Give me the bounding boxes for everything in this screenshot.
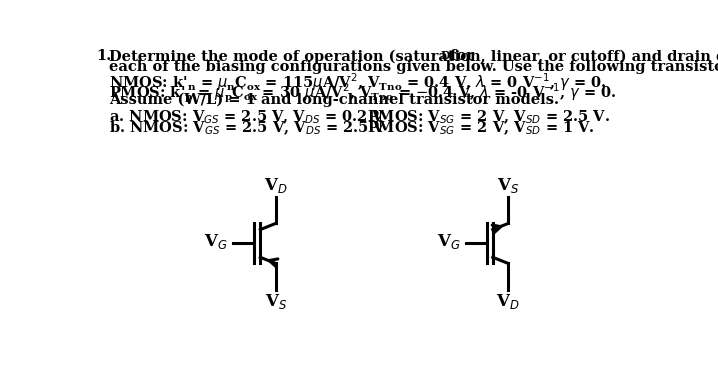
Text: each of the biasing configurations given below. Use the following transistor dat: each of the biasing configurations given… <box>109 60 718 74</box>
Text: a. NMOS: V$_{GS}$ = 2.5 V, V$_{DS}$ = 0.2 V: a. NMOS: V$_{GS}$ = 2.5 V, V$_{DS}$ = 0.… <box>109 108 386 125</box>
Text: V$_D$: V$_D$ <box>496 292 520 311</box>
Text: V$_D$: V$_D$ <box>264 176 287 195</box>
Text: PMOS: V$_{SG}$ = 2 V, V$_{SD}$ = 1 V.: PMOS: V$_{SG}$ = 2 V, V$_{SD}$ = 1 V. <box>367 120 595 137</box>
Text: D: D <box>440 50 449 61</box>
Text: 1.: 1. <box>96 49 111 63</box>
Text: for: for <box>445 49 475 63</box>
Text: V$_S$: V$_S$ <box>265 292 287 311</box>
Text: PMOS: V$_{SG}$ = 2 V, V$_{SD}$ = 2.5 V.: PMOS: V$_{SG}$ = 2 V, V$_{SD}$ = 2.5 V. <box>367 108 610 125</box>
Text: Determine the mode of operation (saturation, linear, or cutoff) and drain curren: Determine the mode of operation (saturat… <box>109 49 718 64</box>
Text: V$_S$: V$_S$ <box>497 176 519 195</box>
Text: Assume (W/L) = 1 and long-channel transistor models.: Assume (W/L) = 1 and long-channel transi… <box>109 93 559 107</box>
Text: NMOS: k'$_\mathdefault{n}$ = $\mu_\mathdefault{n}$C$_\mathdefault{ox}$ = 115$\mu: NMOS: k'$_\mathdefault{n}$ = $\mu_\mathd… <box>109 71 607 93</box>
Text: V$_G$: V$_G$ <box>437 232 460 251</box>
Text: V$_G$: V$_G$ <box>204 232 228 251</box>
Text: b. NMOS: V$_{GS}$ = 2.5 V, V$_{DS}$ = 2.5 V: b. NMOS: V$_{GS}$ = 2.5 V, V$_{DS}$ = 2.… <box>109 120 387 137</box>
Text: PMOS: k'$_\mathdefault{p}$ = $\mu_\mathdefault{p}$C$_\mathdefault{ox}$ = 30 $\mu: PMOS: k'$_\mathdefault{p}$ = $\mu_\mathd… <box>109 82 617 105</box>
